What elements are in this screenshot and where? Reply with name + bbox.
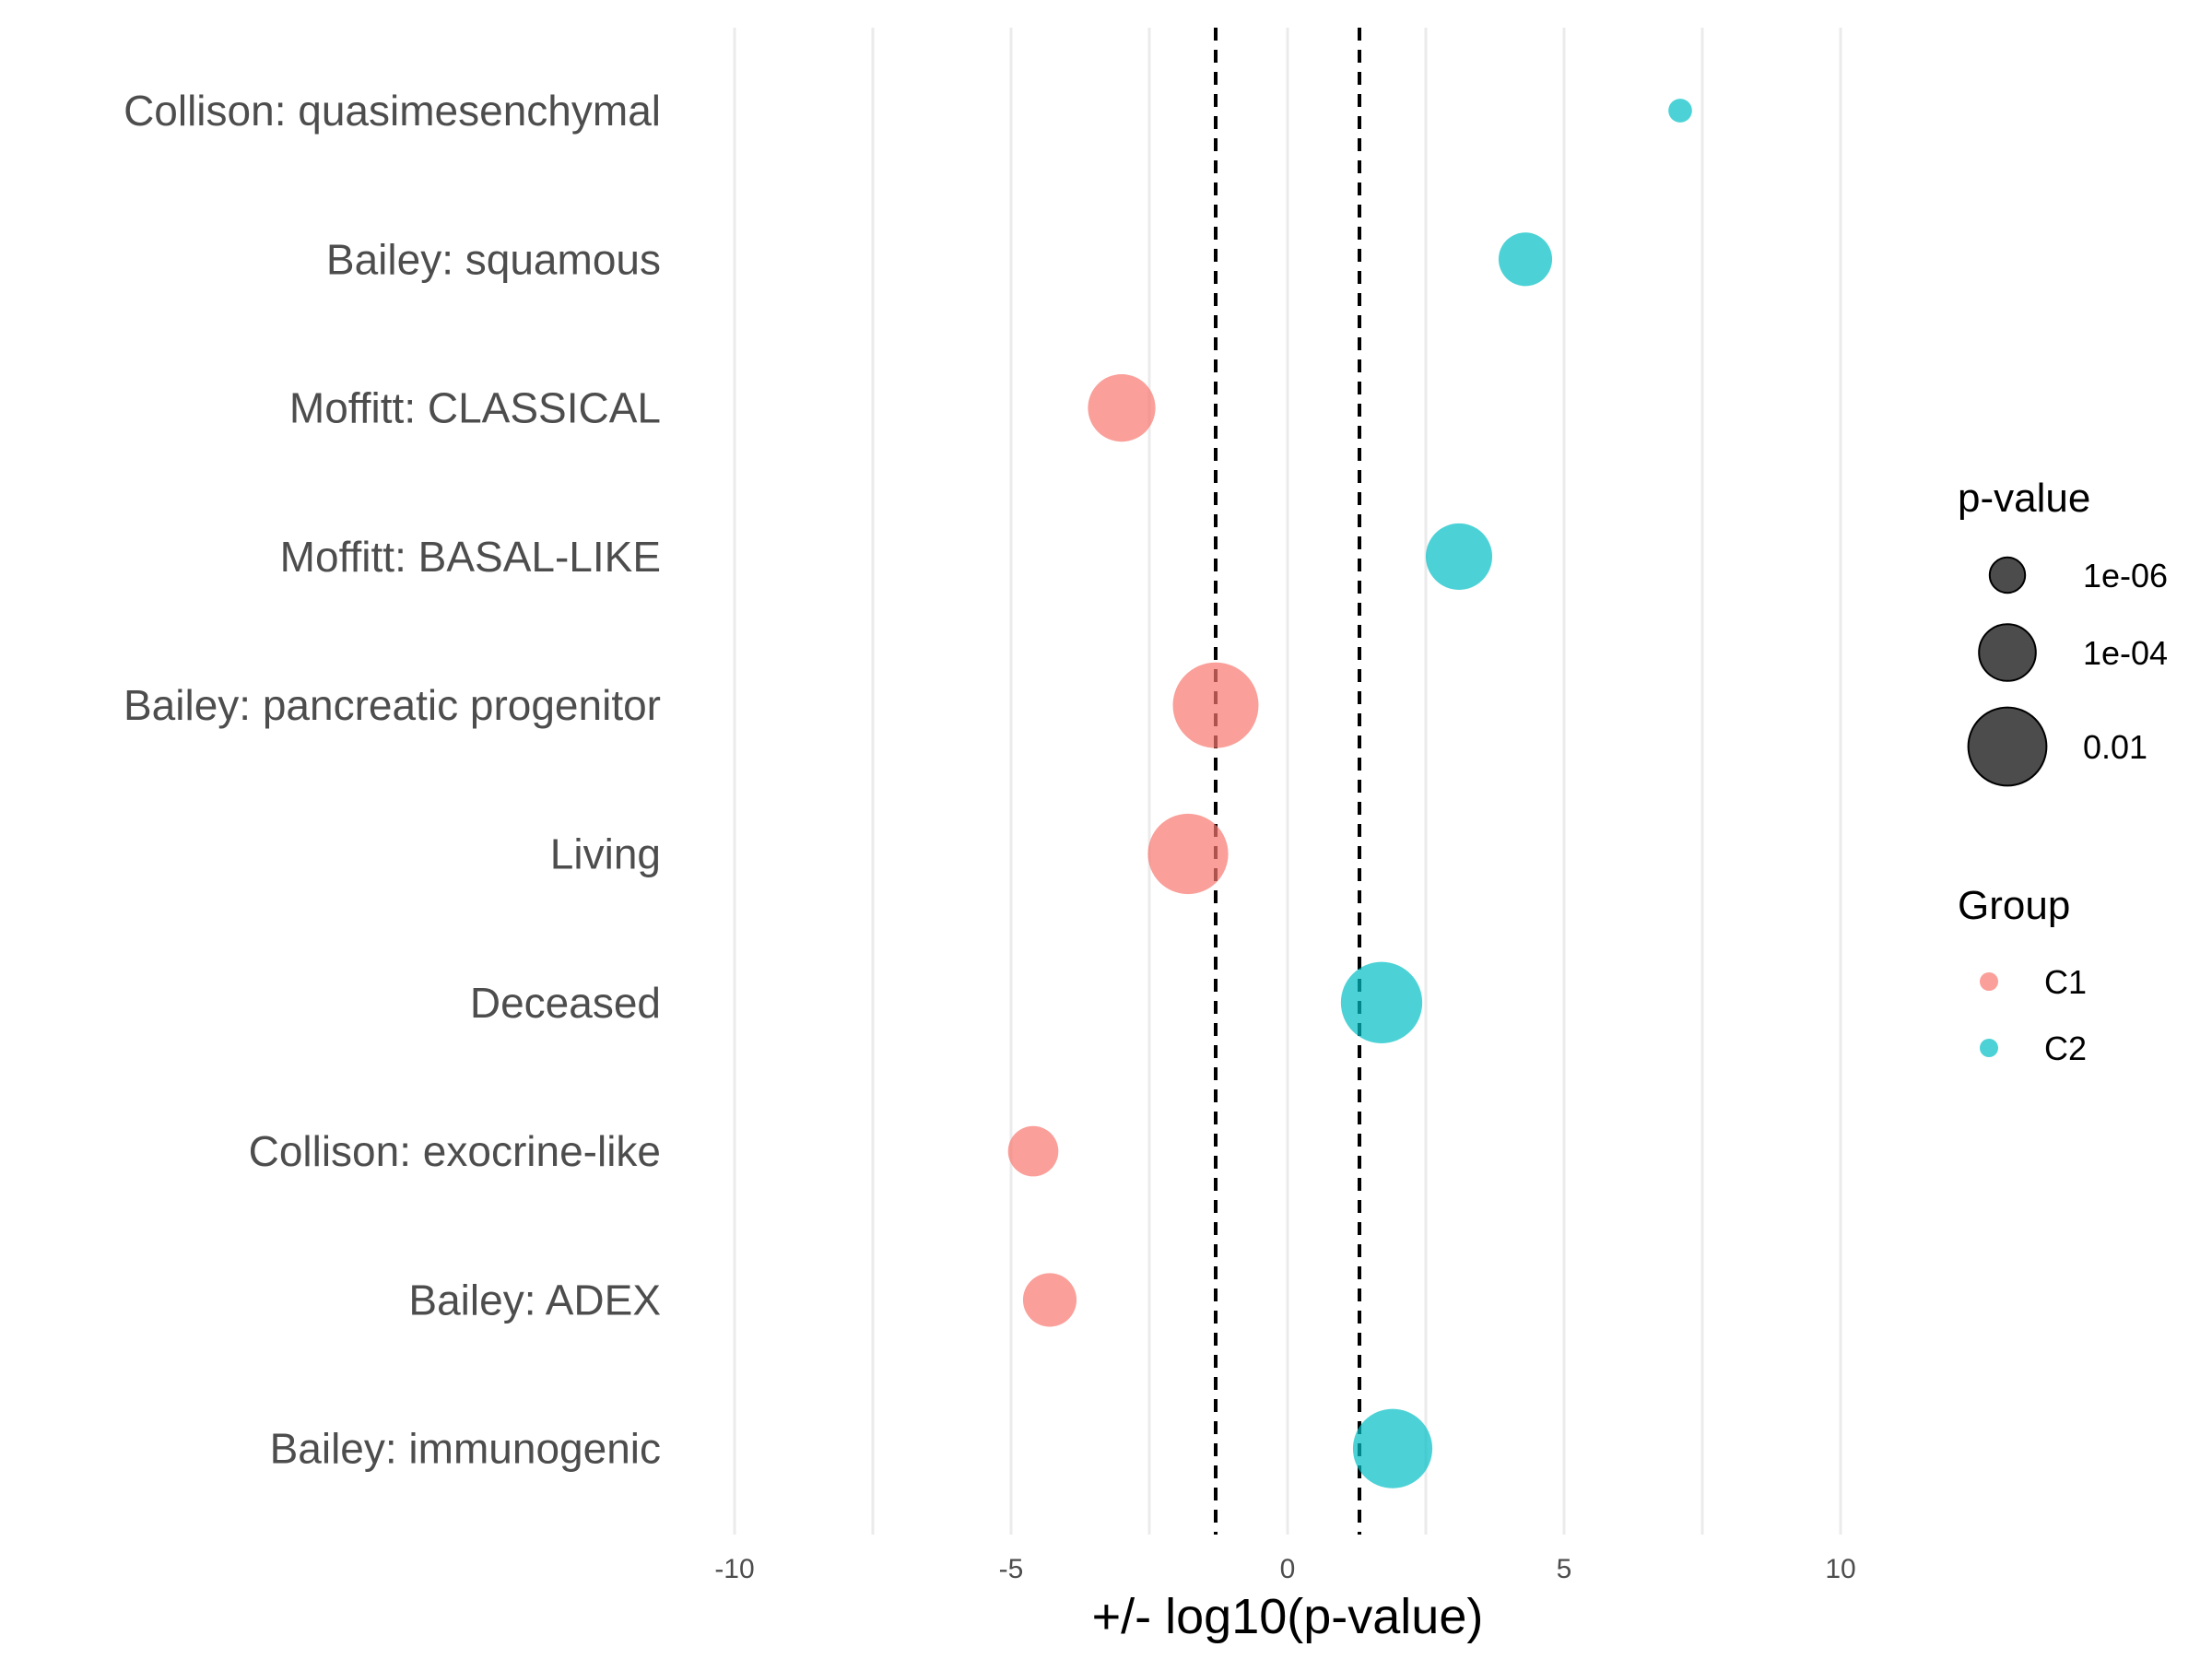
color-legend-key — [1980, 1039, 1998, 1057]
color-legend-label: C1 — [2044, 963, 2087, 1001]
data-point — [1147, 813, 1229, 895]
data-point — [1172, 662, 1259, 748]
x-tick-label: -5 — [999, 1554, 1024, 1584]
data-points — [1007, 99, 1692, 1488]
category-label: Bailey: ADEX — [408, 1276, 661, 1324]
grid-lines — [733, 28, 1842, 1535]
size-legend-label: 1e-06 — [2083, 557, 2168, 594]
category-label: Bailey: immunogenic — [270, 1425, 661, 1473]
reference-lines — [1214, 28, 1361, 1535]
x-tick-label: 5 — [1557, 1554, 1572, 1584]
category-label: Moffitt: BASAL-LIKE — [280, 533, 661, 581]
category-label: Collison: exocrine-like — [249, 1127, 661, 1175]
x-tick-label: -10 — [714, 1554, 754, 1584]
color-legend-title: Group — [1958, 883, 2070, 928]
size-legend-label: 1e-04 — [2083, 634, 2168, 672]
data-point — [1088, 374, 1156, 442]
color-legend-key — [1980, 972, 1998, 991]
data-point — [1340, 961, 1423, 1043]
category-label: Living — [550, 830, 661, 878]
size-legend-key — [1988, 556, 2027, 594]
size-legend-key — [1978, 623, 2037, 682]
data-point — [1022, 1273, 1077, 1327]
x-tick-label: 0 — [1280, 1554, 1296, 1584]
data-point — [1668, 99, 1692, 123]
category-label: Deceased — [470, 979, 661, 1027]
category-label: Bailey: squamous — [326, 235, 661, 283]
data-point — [1425, 523, 1493, 590]
size-legend-label: 0.01 — [2083, 728, 2147, 766]
data-point — [1007, 1125, 1059, 1177]
size-legend-title: p-value — [1958, 476, 2090, 521]
category-label: Moffitt: CLASSICAL — [289, 384, 661, 432]
x-tick-labels: -10 -5 0 5 10 — [714, 1554, 1855, 1584]
size-legend: p-value 1e-06 1e-04 0.01 — [1958, 476, 2168, 787]
x-tick-label: 10 — [1825, 1554, 1855, 1584]
x-axis-title: +/- log10(p-value) — [1092, 1589, 1484, 1644]
data-point — [1498, 232, 1553, 287]
color-legend-label: C2 — [2044, 1030, 2087, 1067]
size-legend-key — [1967, 706, 2048, 787]
category-labels: Collison: quasimesenchymal Bailey: squamo… — [124, 87, 661, 1473]
category-label: Bailey: pancreatic progenitor — [124, 681, 661, 729]
data-point — [1352, 1408, 1433, 1488]
color-legend: Group C1 C2 — [1958, 883, 2087, 1067]
category-label: Collison: quasimesenchymal — [124, 87, 661, 135]
